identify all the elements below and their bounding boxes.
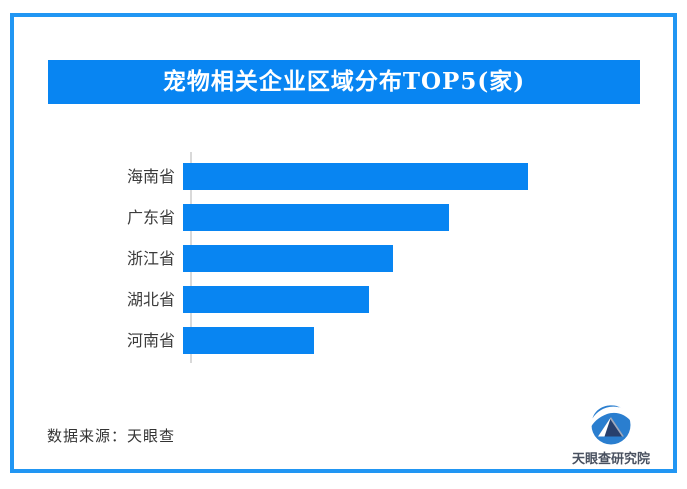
bar: [183, 163, 528, 190]
bar: [183, 245, 393, 272]
logo-text: 天眼查研究院: [571, 452, 650, 467]
category-label: 浙江省: [126, 249, 175, 268]
category-label: 广东省: [126, 208, 175, 227]
bar-row: 湖北省: [60, 286, 369, 313]
bar-row: 广东省: [60, 204, 449, 231]
bar: [183, 204, 449, 231]
category-label: 海南省: [126, 167, 175, 186]
bar: [183, 286, 369, 313]
data-source-label: 数据来源：天眼查: [47, 427, 176, 445]
category-label: 湖北省: [126, 290, 175, 309]
tianyancha-logo-icon: [590, 405, 633, 445]
bar: [183, 327, 314, 354]
bar-row: 浙江省: [60, 245, 393, 272]
bar-row: 河南省: [60, 327, 314, 354]
chart-title-banner: 宠物相关企业区域分布TOP5(家): [48, 60, 640, 104]
logo-block: 天眼查研究院: [566, 402, 656, 467]
category-label: 河南省: [126, 331, 175, 350]
bar-row: 海南省: [60, 163, 528, 190]
